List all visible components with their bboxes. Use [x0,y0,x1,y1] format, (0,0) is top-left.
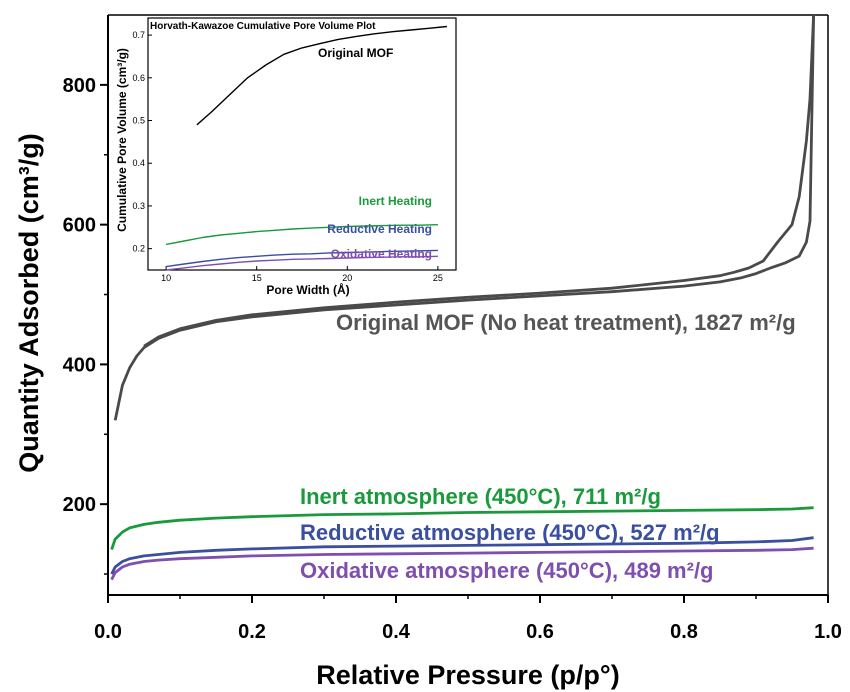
inset-x-tick-label: 10 [161,273,171,283]
inset-label-reductive: Reductive Heating [327,222,432,236]
series-label-inert: Inert atmosphere (450°C), 711 m²/g [300,484,661,509]
inset-series-group [165,25,447,271]
series-line-3 [110,536,814,575]
inset-ticks: 10 15 20 25 0.2 0.3 0.4 0.5 0.6 0.7 [132,30,442,283]
x-tick-label: 0.8 [670,621,698,643]
inset-title: Horvath-Kawazoe Cumulative Pore Volume P… [150,21,376,32]
inset-series-line-0 [196,25,447,126]
inset-x-tick-label: 15 [252,273,262,283]
inset-series-line-3 [166,255,438,271]
y-tick-label: 800 [63,75,96,97]
inset-chart: Horvath-Kawazoe Cumulative Pore Volume P… [115,17,457,297]
inset-y-tick-label: 0.6 [132,73,145,83]
inset-y-tick-label: 0.7 [132,30,145,40]
x-tick-label: 1.0 [814,621,842,643]
inset-x-tick-label: 20 [342,273,352,283]
series-label-reductive: Reductive atmosphere (450°C), 527 m²/g [300,520,720,545]
inset-series-line-1 [165,224,438,246]
main-series-group [110,14,815,581]
x-tick-label: 0.6 [526,621,554,643]
inset-label-original: Original MOF [318,46,393,60]
x-tick-label: 0.2 [238,621,266,643]
inset-label-inert: Inert Heating [359,194,432,208]
x-axis-title: Relative Pressure (p/p°) [316,660,619,690]
y-tick-label: 400 [63,354,96,376]
series-line-2 [110,506,814,551]
x-tick-label: 0.4 [382,621,411,643]
inset-label-oxidative: Oxidative Heating [331,247,432,261]
inset-y-axis-title: Cumulative Pore Volume (cm³/g) [115,48,129,232]
inset-y-tick-label: 0.4 [132,158,145,168]
inset-y-tick-label: 0.5 [132,116,145,126]
series-label-oxidative: Oxidative atmosphere (450°C), 489 m²/g [300,558,714,583]
series-label-original: Original MOF (No heat treatment), 1827 m… [336,310,796,335]
inset-y-tick-label: 0.3 [132,201,145,211]
series-line-4 [110,546,814,581]
y-tick-label: 200 [63,494,96,516]
inset-y-tick-label: 0.2 [132,244,145,254]
inset-x-tick-label: 25 [433,273,443,283]
y-tick-label: 600 [63,215,96,237]
series-line-0 [113,14,815,421]
y-axis-title: Quantity Adsorbed (cm³/g) [14,133,44,473]
inset-series-line-2 [166,249,438,268]
inset-x-axis-title: Pore Width (Å) [266,282,349,297]
main-ticks: 0.0 0.2 0.4 0.6 0.8 1.0 200 400 600 800 [63,75,842,643]
x-tick-label: 0.0 [94,621,122,643]
series-line-1 [143,14,815,348]
